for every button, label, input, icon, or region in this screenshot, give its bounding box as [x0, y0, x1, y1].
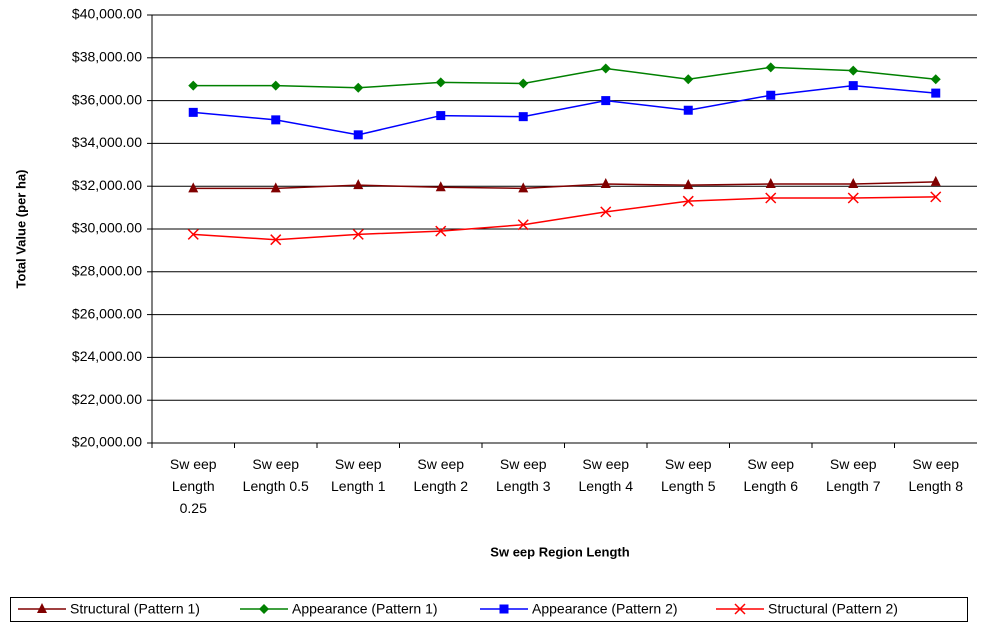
data-point	[353, 130, 363, 140]
y-tick-label: $26,000.00	[72, 305, 142, 321]
x-tick-label: Sw eep Length 6	[743, 456, 799, 494]
y-tick-label: $40,000.00	[72, 6, 142, 22]
data-point	[930, 74, 941, 85]
legend-marker	[259, 604, 269, 614]
y-tick-label: $32,000.00	[72, 177, 142, 193]
marker-stroke	[734, 603, 746, 615]
data-point	[352, 228, 364, 240]
data-point	[270, 80, 281, 91]
marker-stroke	[270, 234, 282, 246]
data-point	[518, 112, 528, 122]
data-point	[353, 179, 364, 190]
series-line	[193, 84, 936, 136]
data-point	[682, 195, 694, 207]
x-tick-label: Sw eep Length 3	[496, 456, 551, 494]
y-tick-label: $34,000.00	[72, 134, 142, 150]
x-tick-label: Sw eep Length 1	[331, 456, 386, 494]
data-point	[601, 96, 611, 106]
data-point	[518, 182, 529, 193]
data-point	[435, 77, 446, 88]
x-tick-label: Sw eep Length 0.25	[169, 456, 217, 516]
data-point	[930, 191, 942, 203]
data-point	[270, 234, 282, 246]
data-point	[600, 206, 612, 218]
data-point	[848, 178, 859, 189]
x-tick-label: Sw eep Length 2	[413, 456, 469, 494]
data-point	[353, 82, 364, 93]
x-tick-label: Sw eep Length 4	[578, 456, 634, 494]
data-point	[683, 74, 694, 85]
marker-stroke	[517, 219, 529, 231]
data-point	[766, 90, 776, 100]
y-tick-label: $30,000.00	[72, 220, 142, 236]
series-line	[193, 181, 936, 190]
marker-stroke	[352, 228, 364, 240]
data-point	[683, 179, 694, 190]
data-point	[517, 219, 529, 231]
legend-marker	[37, 603, 47, 613]
marker-stroke	[847, 192, 859, 204]
x-tick-label: Sw eep Length 7	[826, 456, 881, 494]
data-point	[271, 115, 281, 125]
data-point	[187, 228, 199, 240]
data-point	[436, 111, 446, 121]
legend-box	[10, 597, 968, 622]
marker-stroke	[435, 225, 447, 237]
y-tick-label: $22,000.00	[72, 391, 142, 407]
y-tick-label: $20,000.00	[72, 434, 142, 450]
x-tick-label: Sw eep Length 0.5	[242, 456, 309, 494]
data-point	[518, 78, 529, 89]
data-point	[435, 181, 446, 192]
data-point	[435, 225, 447, 237]
y-tick-label: $36,000.00	[72, 91, 142, 107]
data-point	[765, 192, 777, 204]
y-axis-label: Total Value (per ha)	[13, 170, 28, 289]
legend-label: Structural (Pattern 1)	[70, 601, 200, 617]
marker-stroke	[930, 191, 942, 203]
x-axis-label: Sw eep Region Length	[490, 544, 629, 559]
data-point	[683, 105, 693, 115]
data-point	[931, 88, 941, 98]
data-point	[848, 81, 858, 91]
marker-stroke	[682, 195, 694, 207]
marker-stroke	[765, 192, 777, 204]
marker-stroke	[187, 228, 199, 240]
data-point	[765, 62, 776, 73]
series-line	[193, 196, 936, 241]
x-tick-label: Sw eep Length 5	[661, 456, 716, 494]
legend-marker	[499, 604, 509, 614]
y-tick-label: $24,000.00	[72, 348, 142, 364]
y-tick-label: $38,000.00	[72, 49, 142, 65]
legend-label: Structural (Pattern 2)	[768, 601, 898, 617]
data-point	[930, 175, 941, 186]
legend-label: Appearance (Pattern 2)	[532, 601, 678, 617]
legend-marker	[734, 603, 746, 615]
data-point	[765, 178, 776, 189]
data-point	[188, 80, 199, 91]
data-point	[188, 107, 198, 117]
data-point	[600, 178, 611, 189]
marker-stroke	[600, 206, 612, 218]
series-line	[193, 66, 936, 89]
data-point	[600, 63, 611, 74]
data-point	[270, 182, 281, 193]
data-point	[848, 65, 859, 76]
y-tick-label: $28,000.00	[72, 263, 142, 279]
legend-label: Appearance (Pattern 1)	[292, 601, 438, 617]
data-point	[188, 182, 199, 193]
x-tick-label: Sw eep Length 8	[908, 456, 964, 494]
data-point	[847, 192, 859, 204]
